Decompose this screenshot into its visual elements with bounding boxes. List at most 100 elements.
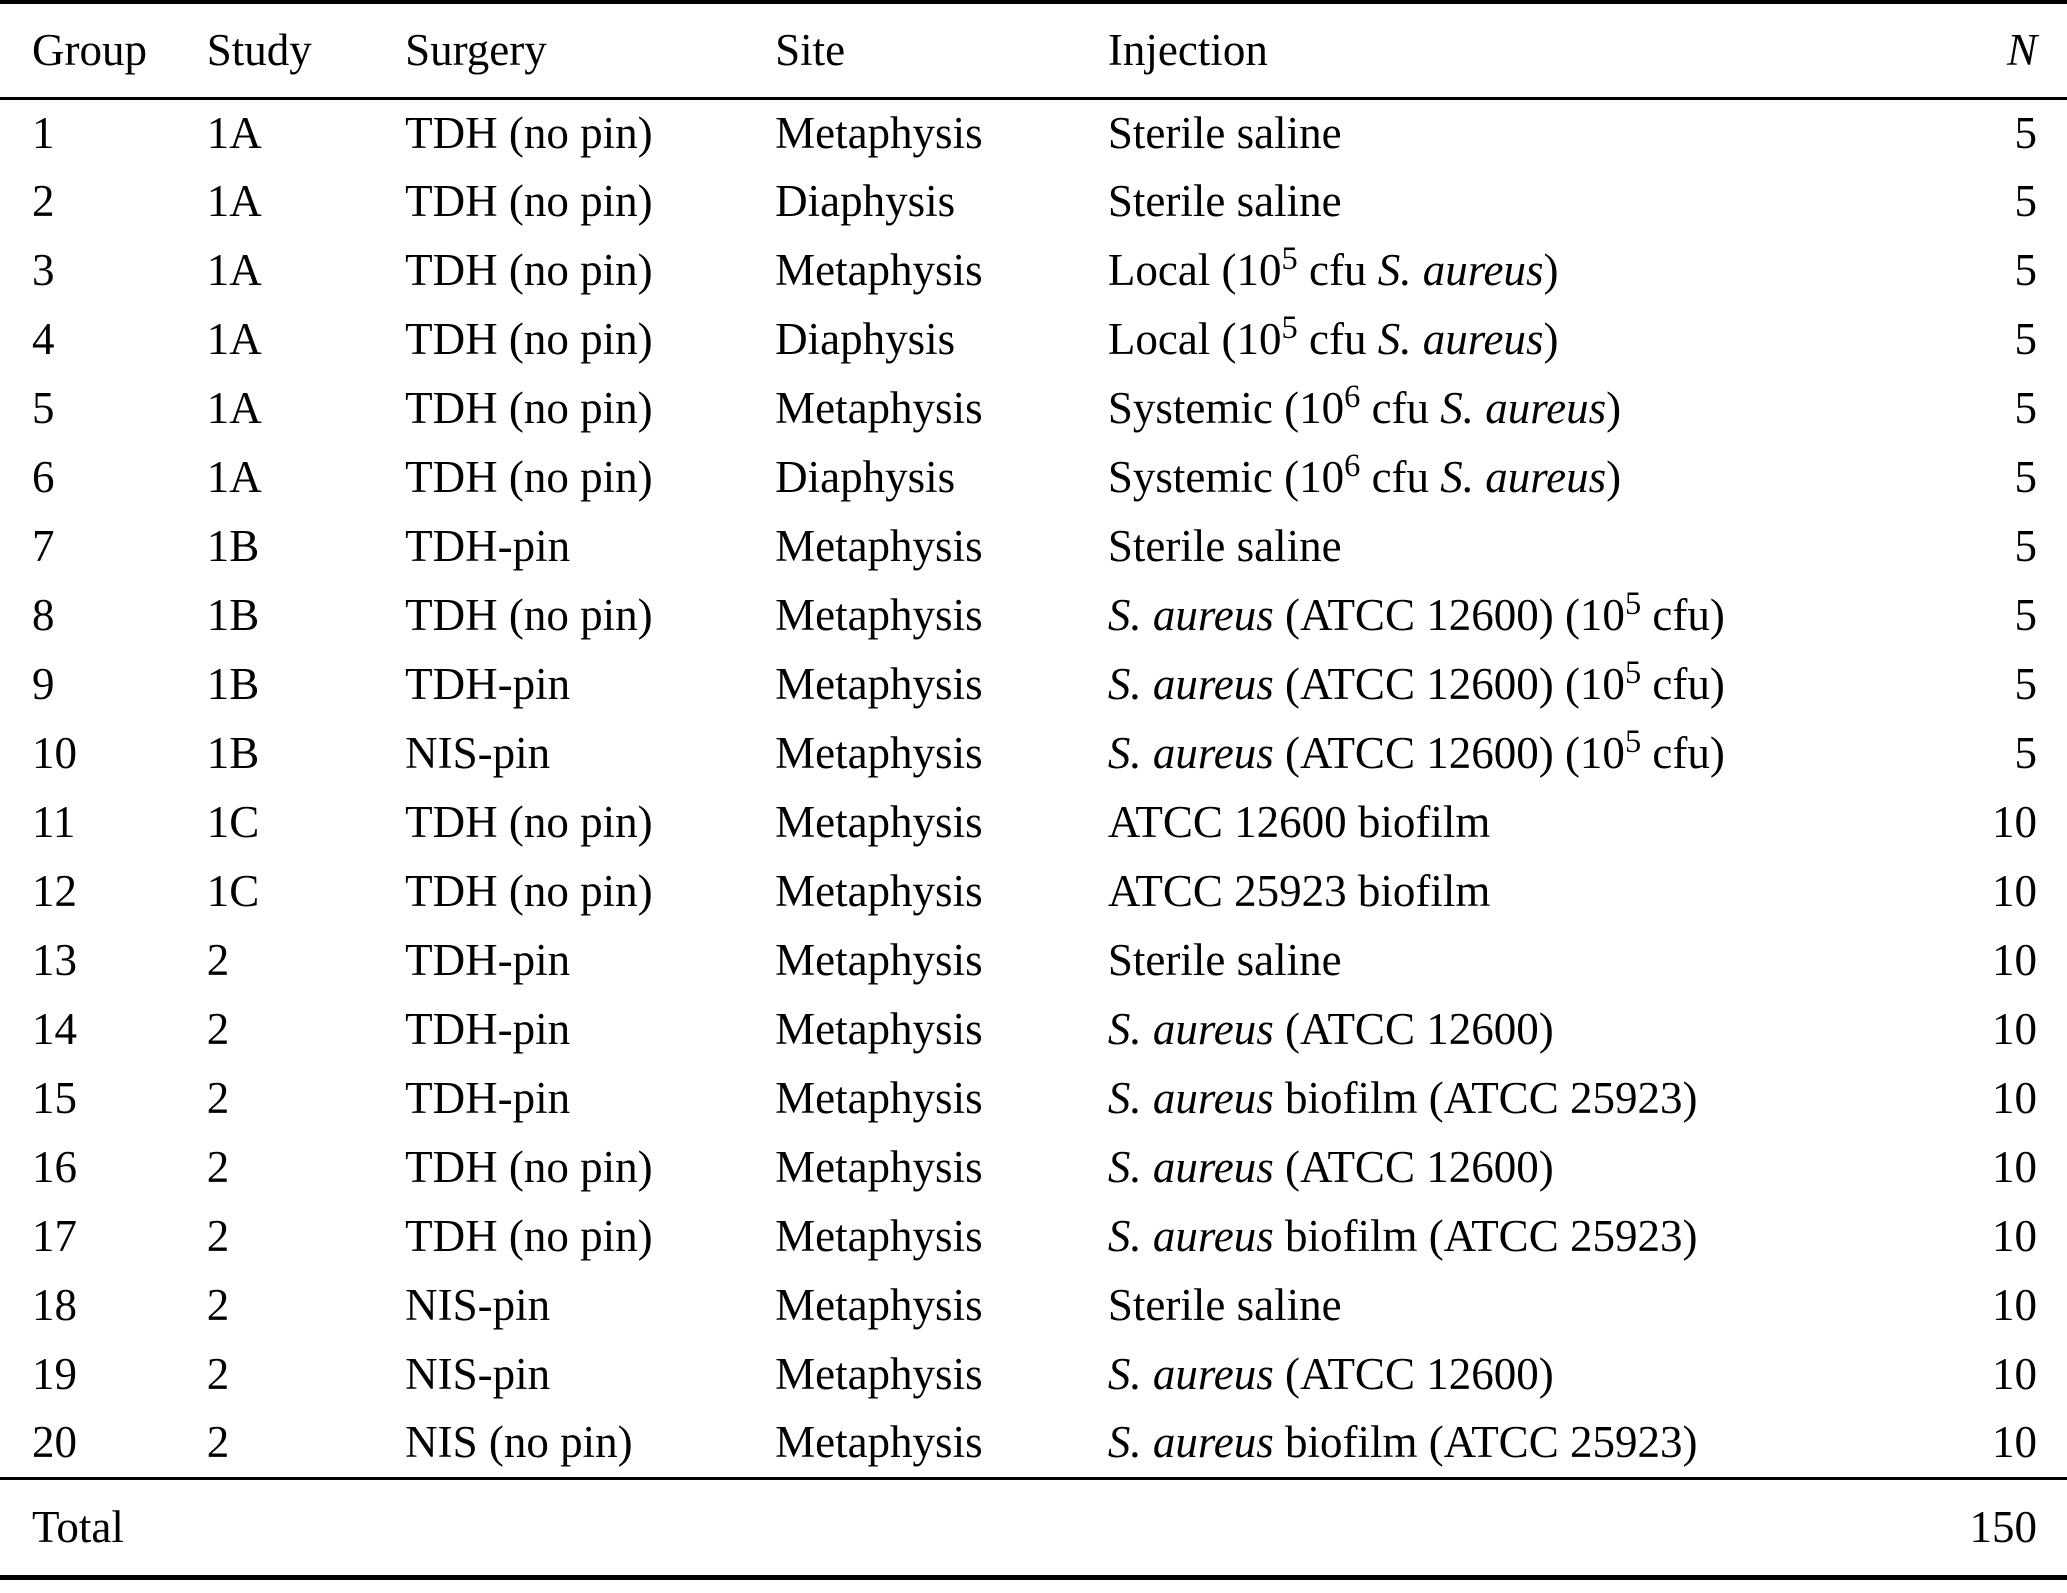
cell-injection: S. aureus (ATCC 12600) (105 cfu): [1107, 585, 1725, 640]
table-body: 1 1A TDH (no pin) Metaphysis Sterile saline 5…: [0, 98, 2067, 1478]
cell-study: 1B: [206, 521, 260, 571]
cell-surgery: TDH-pin: [405, 935, 571, 985]
cell-injection: S. aureus biofilm (ATCC 25923): [1107, 1211, 1698, 1261]
cell-study: 2: [206, 1417, 230, 1468]
cell-site: Metaphysis: [775, 1349, 983, 1399]
cell-study: 1B: [206, 590, 260, 640]
table-row: 10 1B NIS-pin Metaphysis S. aureus (ATCC 126…: [0, 719, 2067, 788]
cell-study: 1A: [206, 245, 262, 295]
cell-group: 19: [32, 1349, 77, 1399]
cell-site: Metaphysis: [775, 383, 983, 433]
cell-group: 17: [32, 1211, 77, 1261]
cell-study: 1B: [206, 728, 260, 778]
cell-n: 10: [1992, 1073, 2037, 1123]
table-footer: Total 150: [0, 1478, 2067, 1577]
cell-site: Metaphysis: [775, 1004, 983, 1054]
cell-injection: Systemic (106 cfu S. aureus): [1107, 447, 1622, 502]
cell-group: 4: [32, 314, 55, 364]
cell-surgery: NIS-pin: [405, 728, 551, 778]
cell-n: 10: [1992, 866, 2037, 916]
cell-injection: Systemic (106 cfu S. aureus): [1107, 378, 1622, 433]
cell-group: 16: [32, 1142, 77, 1192]
cell-site: Metaphysis: [775, 107, 983, 158]
column-header-surgery: Surgery: [405, 24, 547, 75]
cell-site: Metaphysis: [775, 1211, 983, 1261]
cell-group: 7: [32, 521, 55, 571]
cell-n: 10: [1992, 1349, 2037, 1399]
cell-study: 2: [206, 1211, 230, 1261]
table-row: 6 1A TDH (no pin) Diaphysis Systemic (106 cf…: [0, 443, 2067, 512]
cell-n: 5: [2014, 659, 2038, 709]
cell-site: Metaphysis: [775, 1280, 983, 1330]
cell-site: Diaphysis: [775, 314, 956, 364]
cell-injection: Sterile saline: [1107, 1280, 1342, 1330]
cell-study: 2: [206, 1073, 230, 1123]
cell-site: Metaphysis: [775, 1073, 983, 1123]
cell-site: Metaphysis: [775, 245, 983, 295]
cell-site: Metaphysis: [775, 866, 983, 916]
column-header-injection: Injection: [1107, 24, 1268, 75]
cell-surgery: TDH (no pin): [405, 866, 653, 916]
cell-surgery: TDH (no pin): [405, 383, 653, 433]
cell-group: 5: [32, 383, 55, 433]
cell-study: 1A: [206, 314, 262, 364]
cell-group: 18: [32, 1280, 77, 1330]
cell-injection: Sterile saline: [1107, 176, 1342, 226]
cell-group: 11: [32, 797, 76, 847]
cell-injection: S. aureus biofilm (ATCC 25923): [1107, 1073, 1698, 1123]
cell-study: 2: [206, 1004, 230, 1054]
cell-injection: S. aureus (ATCC 12600) (105 cfu): [1107, 654, 1725, 709]
cell-surgery: TDH (no pin): [405, 590, 653, 640]
cell-group: 15: [32, 1073, 77, 1123]
cell-group: 14: [32, 1004, 77, 1054]
cell-study: 1A: [206, 107, 262, 158]
cell-n: 5: [2014, 245, 2038, 295]
cell-surgery: TDH (no pin): [405, 107, 653, 158]
cell-surgery: TDH (no pin): [405, 314, 653, 364]
cell-study: 2: [206, 935, 230, 985]
column-header-site: Site: [775, 24, 846, 75]
table-header: Group Study Surgery Site Injection N: [0, 2, 2067, 98]
table-row: 19 2 NIS-pin Metaphysis S. aureus (ATCC 1260…: [0, 1340, 2067, 1409]
cell-surgery: TDH-pin: [405, 659, 571, 709]
table-row: 18 2 NIS-pin Metaphysis Sterile saline 10: [0, 1271, 2067, 1340]
cell-group: 1: [32, 107, 55, 158]
total-label: Total: [32, 1501, 124, 1552]
table-row: 3 1A TDH (no pin) Metaphysis Local (105 cfu …: [0, 236, 2067, 305]
cell-surgery: NIS-pin: [405, 1349, 551, 1399]
cell-injection: S. aureus (ATCC 12600): [1107, 1349, 1554, 1399]
cell-site: Metaphysis: [775, 659, 983, 709]
cell-n: 10: [1992, 1142, 2037, 1192]
table-row: 7 1B TDH-pin Metaphysis Sterile saline 5: [0, 512, 2067, 581]
cell-study: 2: [206, 1280, 230, 1330]
cell-site: Metaphysis: [775, 728, 983, 778]
cell-n: 5: [2014, 452, 2038, 502]
cell-n: 10: [1992, 1211, 2037, 1261]
table-row: 1 1A TDH (no pin) Metaphysis Sterile saline 5: [0, 98, 2067, 167]
cell-injection: Sterile saline: [1107, 935, 1342, 985]
table-row: 8 1B TDH (no pin) Metaphysis S. aureus (ATCC…: [0, 581, 2067, 650]
table-row: 15 2 TDH-pin Metaphysis S. aureus biofilm (A…: [0, 1064, 2067, 1133]
cell-n: 5: [2014, 314, 2038, 364]
cell-n: 10: [1992, 1417, 2037, 1468]
cell-study: 1C: [206, 797, 260, 847]
cell-surgery: TDH-pin: [405, 521, 571, 571]
cell-site: Metaphysis: [775, 590, 983, 640]
cell-study: 1A: [206, 176, 262, 226]
table-row: 17 2 TDH (no pin) Metaphysis S. aureus biofi…: [0, 1202, 2067, 1271]
cell-surgery: TDH (no pin): [405, 452, 653, 502]
cell-n: 5: [2014, 383, 2038, 433]
cell-surgery: TDH (no pin): [405, 1211, 653, 1261]
cell-injection: ATCC 12600 biofilm: [1107, 797, 1491, 847]
cell-injection: S. aureus biofilm (ATCC 25923): [1107, 1417, 1698, 1468]
cell-n: 10: [1992, 1004, 2037, 1054]
cell-injection: Local (105 cfu S. aureus): [1107, 309, 1559, 364]
total-value: 150: [1969, 1501, 2038, 1552]
cell-group: 9: [32, 659, 55, 709]
cell-surgery: NIS-pin: [405, 1280, 551, 1330]
table-row: 11 1C TDH (no pin) Metaphysis ATCC 12600 bio…: [0, 788, 2067, 857]
cell-group: 10: [32, 728, 77, 778]
column-header-group: Group: [32, 24, 147, 75]
